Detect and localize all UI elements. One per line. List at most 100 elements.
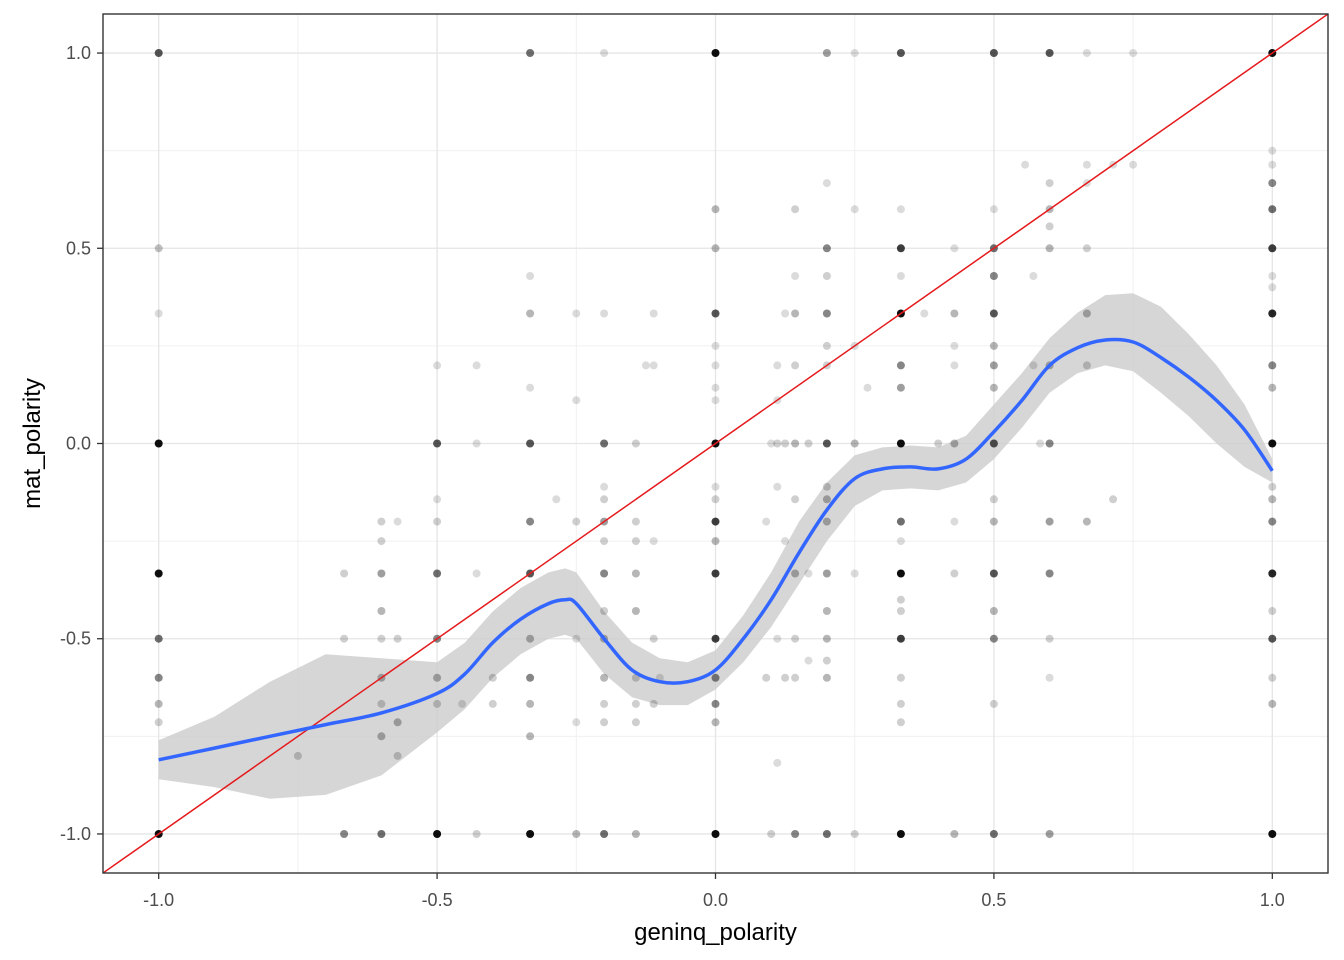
data-point: [791, 439, 800, 448]
data-point: [631, 718, 640, 727]
data-point: [950, 309, 959, 318]
data-point: [896, 634, 905, 643]
x-axis-title: geninq_polarity: [634, 919, 797, 946]
data-point: [641, 361, 650, 370]
data-point: [711, 205, 720, 214]
data-point: [1129, 160, 1138, 169]
data-point: [711, 396, 720, 405]
data-point: [896, 205, 905, 214]
data-point: [850, 569, 859, 578]
data-point: [154, 309, 163, 318]
data-point: [711, 673, 720, 682]
data-point: [989, 272, 998, 280]
x-tick-label: -1.0: [143, 890, 174, 910]
data-point: [791, 205, 800, 214]
data-point: [989, 607, 998, 615]
data-point: [822, 272, 831, 280]
data-point: [1021, 160, 1030, 169]
data-point: [1268, 439, 1277, 448]
data-point: [377, 634, 386, 643]
data-point: [649, 309, 658, 318]
data-point: [472, 569, 481, 578]
data-point: [1268, 309, 1277, 318]
data-point: [773, 758, 782, 767]
data-point: [822, 673, 831, 682]
data-point: [711, 634, 720, 643]
data-point: [822, 495, 831, 504]
data-point: [850, 439, 859, 448]
data-point: [600, 537, 609, 546]
data-point: [711, 830, 720, 838]
data-point: [154, 439, 163, 448]
data-point: [1268, 517, 1277, 526]
data-point: [154, 244, 163, 253]
data-point: [1268, 634, 1277, 643]
data-point: [1268, 179, 1277, 188]
data-point: [711, 495, 720, 504]
data-point: [1268, 383, 1277, 392]
data-point: [791, 830, 800, 838]
data-point: [822, 607, 831, 615]
data-point: [711, 517, 720, 526]
data-point: [822, 179, 831, 188]
data-point: [989, 361, 998, 370]
data-point: [600, 482, 609, 491]
data-point: [773, 439, 782, 448]
data-point: [393, 517, 402, 526]
data-point: [804, 569, 813, 578]
data-point: [822, 341, 831, 350]
data-point: [377, 537, 386, 546]
data-point: [822, 439, 831, 448]
data-point: [767, 439, 776, 448]
data-point: [393, 718, 402, 727]
data-point: [472, 439, 481, 448]
data-point: [458, 699, 467, 708]
data-point: [896, 361, 905, 370]
data-point: [773, 482, 782, 491]
data-point: [631, 830, 640, 838]
data-point: [950, 361, 959, 370]
data-point: [822, 656, 831, 665]
data-point: [631, 569, 640, 578]
smooth-curve: [158, 337, 1274, 762]
data-point: [989, 205, 998, 214]
data-point: [711, 309, 720, 318]
data-point: [433, 699, 442, 708]
data-point: [896, 49, 905, 57]
data-point: [526, 830, 535, 838]
data-point: [293, 751, 302, 760]
data-point: [377, 517, 386, 526]
data-point: [711, 383, 720, 392]
data-point: [822, 634, 831, 643]
data-point: [950, 439, 959, 448]
y-tick-label: 0.0: [66, 434, 91, 454]
data-point: [989, 49, 998, 57]
data-point: [377, 830, 386, 838]
data-point: [791, 495, 800, 504]
data-point: [950, 244, 959, 253]
data-point: [433, 361, 442, 370]
data-point: [552, 495, 561, 504]
data-point: [896, 607, 905, 615]
data-point: [781, 309, 790, 318]
data-point: [340, 569, 349, 578]
data-point: [896, 537, 905, 546]
data-point: [1268, 569, 1277, 578]
data-point: [600, 607, 609, 615]
data-point: [340, 830, 349, 838]
data-point: [1036, 439, 1045, 448]
data-point: [1268, 272, 1277, 280]
data-point: [1045, 179, 1054, 188]
data-point: [154, 49, 163, 57]
data-point: [791, 309, 800, 318]
data-point: [1029, 272, 1038, 280]
data-point: [896, 718, 905, 727]
data-point: [1029, 361, 1038, 370]
data-point: [526, 517, 535, 526]
data-point: [989, 699, 998, 708]
data-point: [631, 517, 640, 526]
data-point: [488, 699, 497, 708]
data-point: [781, 673, 790, 682]
data-point: [896, 244, 905, 253]
